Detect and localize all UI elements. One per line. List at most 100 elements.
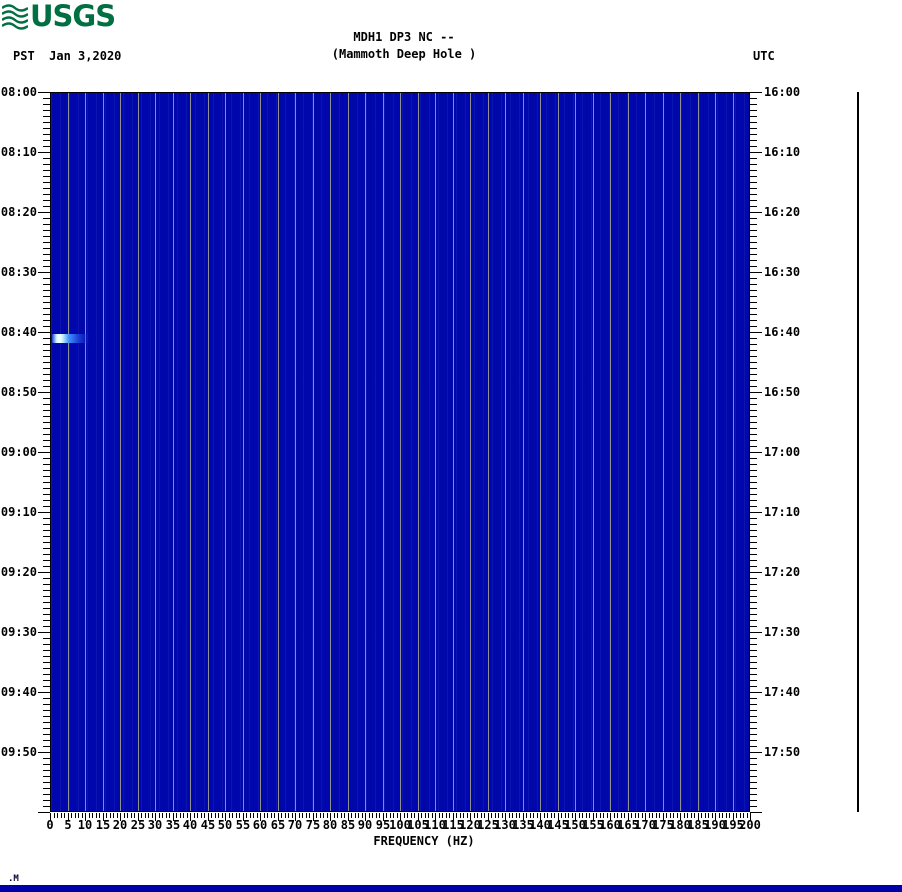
y-tick-right — [750, 644, 757, 645]
frequency-gridline — [365, 93, 366, 811]
y-tick-right — [750, 158, 757, 159]
y-tick-right — [750, 572, 762, 573]
y-tick-left — [43, 650, 50, 651]
x-tick — [414, 813, 415, 818]
x-tick — [701, 813, 702, 818]
y-tick-left — [43, 284, 50, 285]
y-tick-right — [750, 602, 757, 603]
x-tick — [565, 813, 566, 818]
x-tick — [313, 813, 314, 821]
y-tick-right — [750, 230, 757, 231]
frequency-gridline — [523, 93, 524, 811]
x-tick — [180, 813, 181, 818]
frequency-gridline — [313, 93, 314, 811]
y-tick-right — [750, 530, 757, 531]
y-tick-right — [750, 686, 757, 687]
y-tick-right — [750, 140, 757, 141]
y-tick-right — [750, 110, 757, 111]
y-tick-right — [750, 248, 757, 249]
x-tick — [477, 813, 478, 818]
y-tick-right — [750, 554, 757, 555]
x-tick — [138, 813, 139, 821]
y-tick-left — [43, 116, 50, 117]
x-tick — [498, 813, 499, 818]
x-tick — [698, 813, 699, 821]
x-tick — [383, 813, 384, 821]
x-tick — [418, 813, 419, 821]
x-axis-label: 115 — [442, 818, 464, 832]
x-tick — [526, 813, 527, 818]
spectrogram-plot[interactable] — [50, 92, 750, 812]
x-tick — [117, 813, 118, 818]
x-tick — [649, 813, 650, 818]
x-axis-label: 165 — [617, 818, 639, 832]
x-tick — [278, 813, 279, 821]
x-tick — [225, 813, 226, 821]
x-tick — [57, 813, 58, 818]
x-tick — [82, 813, 83, 818]
y-tick-right — [750, 608, 757, 609]
x-tick — [85, 813, 86, 821]
frequency-gridline — [383, 93, 384, 811]
y-tick-right — [750, 146, 757, 147]
y-tick-left — [43, 470, 50, 471]
frequency-gridline — [435, 93, 436, 811]
y-tick-left — [43, 770, 50, 771]
y-tick-left — [43, 362, 50, 363]
y-tick-right — [750, 392, 762, 393]
y-tick-right — [750, 518, 757, 519]
y-tick-right — [750, 674, 757, 675]
frequency-gridline — [208, 93, 209, 811]
y-tick-right — [750, 128, 757, 129]
y-tick-left — [38, 512, 50, 513]
y-tick-right — [750, 170, 757, 171]
frequency-gridline — [330, 93, 331, 811]
y-tick-right — [750, 776, 757, 777]
y-tick-right — [750, 338, 757, 339]
frequency-gridline — [733, 93, 734, 811]
y-tick-right — [750, 806, 757, 807]
y-tick-left — [43, 422, 50, 423]
x-tick — [719, 813, 720, 818]
y-tick-left — [43, 296, 50, 297]
x-tick — [722, 813, 723, 818]
x-tick — [593, 813, 594, 821]
x-tick — [750, 813, 751, 821]
y-tick-left — [43, 236, 50, 237]
frequency-gridline — [680, 93, 681, 811]
y-tick-left — [43, 200, 50, 201]
y-tick-right — [750, 242, 757, 243]
y-tick-right — [750, 308, 757, 309]
y-tick-left — [38, 692, 50, 693]
x-tick — [551, 813, 552, 818]
x-tick — [407, 813, 408, 818]
x-axis-label: 120 — [459, 818, 481, 832]
y-tick-right — [750, 650, 757, 651]
x-tick — [467, 813, 468, 818]
y-tick-right — [750, 722, 757, 723]
x-tick — [712, 813, 713, 818]
y-tick-right — [750, 350, 757, 351]
x-tick — [621, 813, 622, 818]
y-tick-left — [43, 746, 50, 747]
x-axis-label: 75 — [305, 818, 321, 832]
frequency-gridline — [138, 93, 139, 811]
x-tick — [54, 813, 55, 818]
y-tick-left — [43, 182, 50, 183]
y-tick-right — [750, 710, 757, 711]
y-tick-right — [750, 122, 757, 123]
x-axis-label: 20 — [112, 818, 128, 832]
y-tick-right — [750, 524, 757, 525]
x-tick — [460, 813, 461, 818]
y-axis-label-left: 09:10 — [0, 505, 37, 519]
x-tick — [260, 813, 261, 821]
x-tick — [264, 813, 265, 818]
y-tick-right — [750, 356, 757, 357]
y-axis-label-right: 16:40 — [764, 325, 801, 339]
x-tick — [610, 813, 611, 821]
x-tick — [316, 813, 317, 818]
y-tick-left — [43, 176, 50, 177]
y-tick-right — [750, 200, 757, 201]
y-tick-left — [43, 608, 50, 609]
frequency-gridline — [243, 93, 244, 811]
